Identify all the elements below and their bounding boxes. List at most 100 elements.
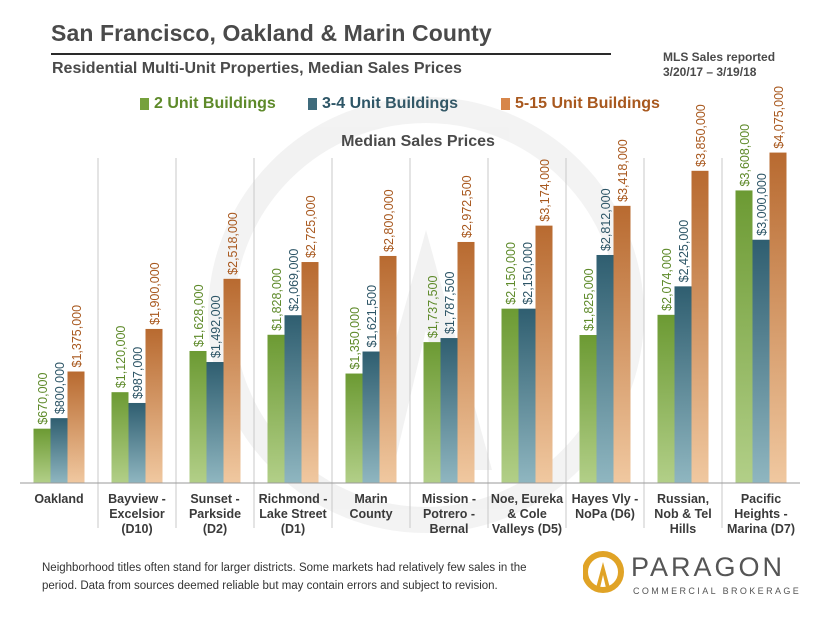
category-label: NoPa (D6) [575, 507, 635, 521]
bar [735, 190, 753, 483]
category-label: Excelsior [109, 507, 165, 521]
legend-label-3-4-unit: 3-4 Unit Buildings [322, 95, 458, 112]
bar [50, 418, 68, 483]
data-label: $1,825,000 [582, 268, 596, 331]
bar [440, 338, 458, 483]
data-label: $1,787,500 [443, 271, 457, 334]
category-label: Mission - [422, 492, 476, 506]
category-label: Hills [670, 522, 696, 536]
bar [189, 350, 207, 483]
bar [128, 402, 146, 483]
bar [223, 278, 241, 483]
category-label: Bernal [430, 522, 469, 536]
data-label: $1,828,000 [270, 268, 284, 331]
bar [579, 335, 597, 483]
bar [691, 170, 709, 483]
title-divider [51, 53, 611, 55]
bar [145, 328, 163, 483]
data-label: $2,069,000 [287, 249, 301, 312]
legend-label-5-15-unit: 5-15 Unit Buildings [515, 95, 660, 112]
data-label: $2,972,500 [460, 175, 474, 238]
category-label: Hayes Vly - [572, 492, 639, 506]
bar [67, 371, 85, 483]
category-label: Richmond - [259, 492, 328, 506]
category-label: Bayview - [108, 492, 166, 506]
footnote: Neighborhood titles often stand for larg… [42, 562, 527, 592]
bar [379, 255, 397, 483]
logo-name: PARAGON [631, 552, 786, 582]
bar [284, 315, 302, 483]
legend-item-3-4-unit: 3-4 Unit Buildings [308, 95, 458, 113]
data-label: $1,900,000 [148, 262, 162, 325]
category-label: Marina (D7) [727, 522, 795, 536]
legend-label-2-unit: 2 Unit Buildings [154, 95, 276, 112]
legend-item-2-unit: 2 Unit Buildings [140, 95, 276, 113]
data-label: $4,075,000 [772, 86, 786, 149]
category-label: Heights - [734, 507, 787, 521]
chart-inner-title: Median Sales Prices [341, 133, 495, 150]
category-label: (D2) [203, 522, 227, 536]
bar [535, 225, 553, 483]
category-label: Potrero - [423, 507, 475, 521]
bar [518, 308, 536, 483]
bar [674, 286, 692, 483]
data-label: $670,000 [36, 372, 50, 424]
logo-tagline: COMMERCIAL BROKERAGE [633, 586, 802, 596]
category-label: (D1) [281, 522, 305, 536]
category-label: Pacific [741, 492, 781, 506]
category-label: & Cole [507, 507, 547, 521]
data-label: $1,492,000 [209, 295, 223, 358]
data-label: $3,850,000 [694, 104, 708, 167]
bar [423, 342, 441, 483]
data-label: $1,350,000 [348, 307, 362, 370]
bar [267, 334, 285, 483]
paragon-logo-icon [583, 551, 624, 593]
category-label: County [349, 507, 392, 521]
paragon-logo: PARAGON COMMERCIAL BROKERAGE [583, 548, 813, 606]
data-label: $2,725,000 [304, 195, 318, 258]
data-label: $3,418,000 [616, 139, 630, 202]
data-label: $2,150,000 [521, 242, 535, 305]
legend-swatch-green [140, 98, 149, 110]
bar [206, 362, 224, 483]
bar [111, 392, 129, 483]
legend-item-5-15-unit: 5-15 Unit Buildings [501, 95, 660, 113]
category-label: Sunset - [190, 492, 239, 506]
category-label: Marin [354, 492, 387, 506]
data-label: $1,737,500 [426, 276, 440, 339]
data-label: $2,800,000 [382, 189, 396, 252]
bar [752, 239, 770, 483]
bar [613, 205, 631, 483]
category-label: Parkside [189, 507, 241, 521]
bar [33, 428, 51, 483]
data-label: $2,150,000 [504, 242, 518, 305]
chart-subtitle: Residential Multi-Unit Properties, Media… [52, 60, 462, 77]
bar [596, 254, 614, 483]
data-label: $800,000 [53, 362, 67, 414]
data-label: $2,518,000 [226, 212, 240, 275]
data-label: $1,375,000 [70, 305, 84, 368]
data-label: $1,120,000 [114, 326, 128, 389]
legend-swatch-teal [308, 98, 317, 110]
bar [301, 262, 319, 483]
bar [345, 373, 363, 483]
category-label: Valleys (D5) [492, 522, 562, 536]
category-label: Noe, Eureka [491, 492, 564, 506]
data-label: $2,074,000 [660, 248, 674, 311]
date-range-note: MLS Sales reported 3/20/17 – 3/19/18 [663, 50, 775, 80]
bar [769, 152, 787, 483]
data-label: $3,608,000 [738, 124, 752, 187]
data-label: $2,812,000 [599, 188, 613, 251]
category-label: Oakland [34, 492, 83, 506]
mls-line-1: MLS Sales reported [663, 50, 776, 64]
bar [657, 314, 675, 483]
bar [362, 351, 380, 483]
category-label: (D10) [121, 522, 152, 536]
data-label: $3,174,000 [538, 159, 552, 222]
category-label: Lake Street [259, 507, 327, 521]
legend-swatch-orange [501, 98, 510, 110]
data-label: $1,628,000 [192, 284, 206, 347]
data-label: $987,000 [131, 347, 145, 399]
